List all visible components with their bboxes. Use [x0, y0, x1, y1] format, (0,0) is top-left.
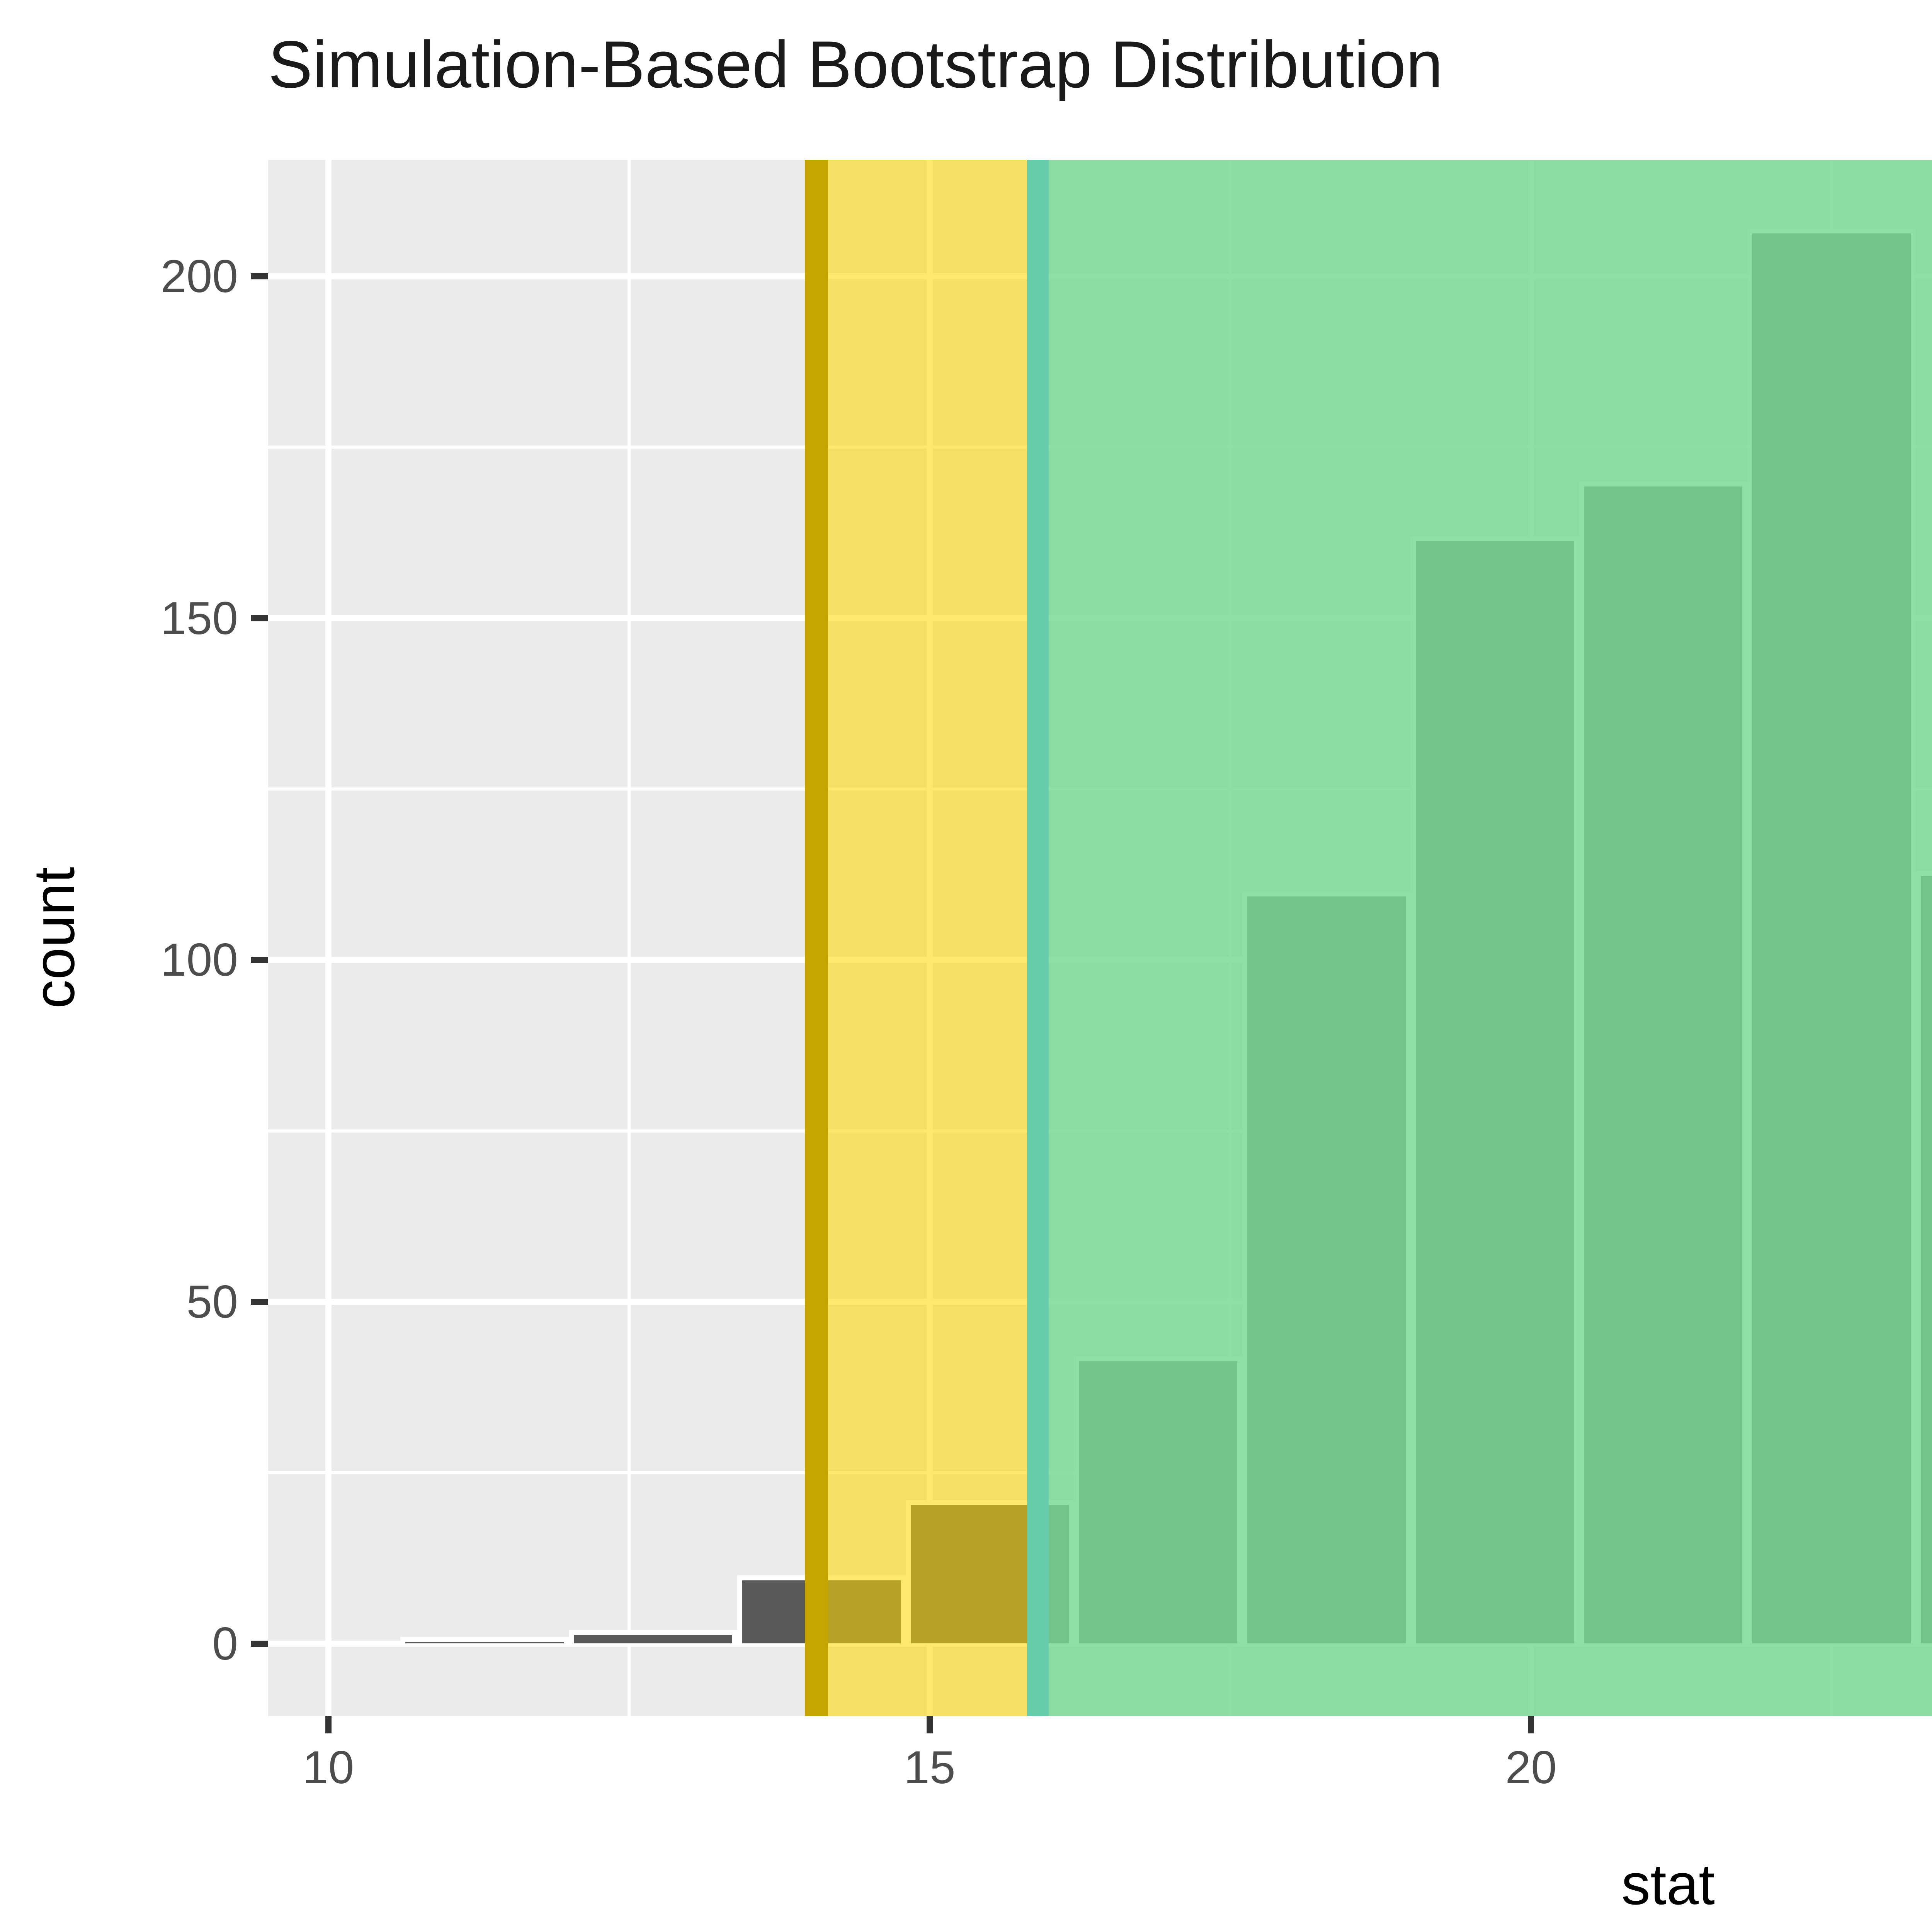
- y-tick-mark: [251, 1298, 268, 1305]
- y-tick-label: 50: [186, 1276, 238, 1328]
- y-tick-label: 0: [212, 1617, 238, 1670]
- ci-inner-fill: [1038, 160, 1932, 1716]
- y-tick-mark: [251, 273, 268, 279]
- x-tick-mark: [1528, 1716, 1534, 1733]
- x-tick-label: 20: [1505, 1742, 1557, 1793]
- gridline-minor-vertical: [627, 160, 631, 1716]
- ci-inner-line-low: [1027, 160, 1049, 1716]
- ci-outer-fill-left: [816, 160, 1038, 1716]
- y-axis-title: count: [21, 867, 87, 1009]
- y-tick-mark: [251, 1640, 268, 1647]
- x-tick-label: 15: [904, 1742, 956, 1793]
- histogram-bar: [569, 1630, 737, 1644]
- x-tick-mark: [325, 1716, 332, 1733]
- y-tick-label: 150: [160, 592, 238, 644]
- y-tick-label: 100: [160, 934, 238, 986]
- ci-outer-line-low: [805, 160, 828, 1716]
- histogram-bar: [400, 1636, 569, 1644]
- x-tick-label: 10: [302, 1742, 354, 1793]
- gridline-major-vertical: [325, 160, 332, 1716]
- x-axis-title: stat: [1621, 1852, 1715, 1917]
- y-tick-mark: [251, 615, 268, 621]
- y-tick-label: 200: [160, 250, 238, 302]
- x-tick-mark: [926, 1716, 933, 1733]
- plot-title: Simulation-Based Bootstrap Distribution: [268, 27, 1443, 102]
- y-tick-mark: [251, 957, 268, 963]
